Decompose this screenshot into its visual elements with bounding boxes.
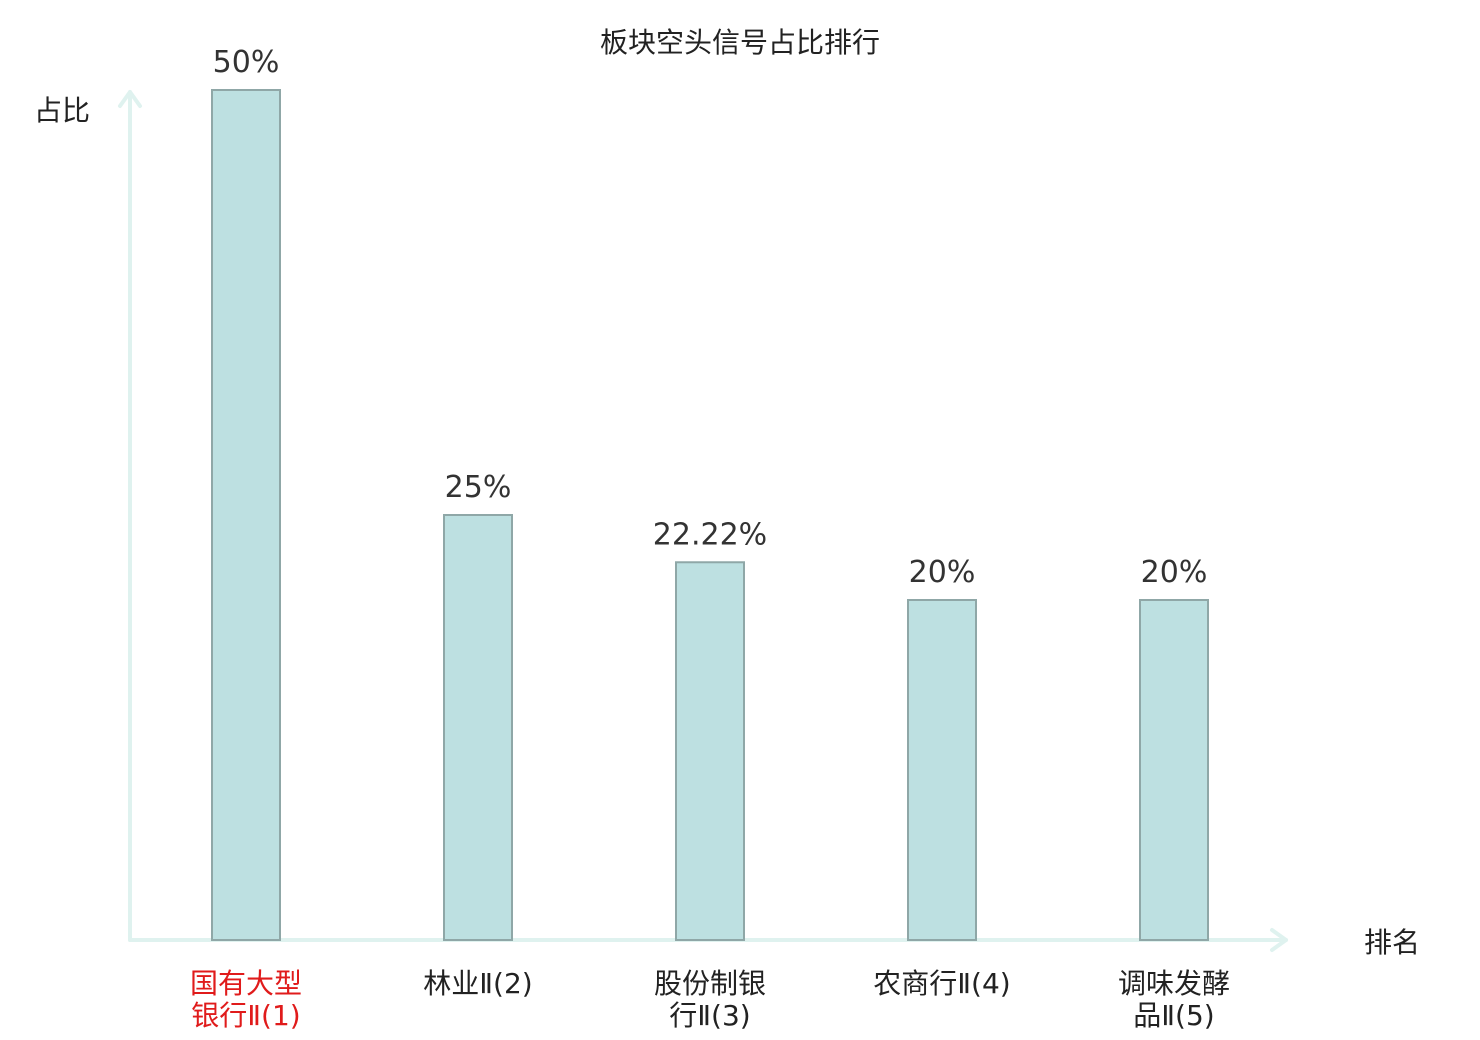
bar-4: [907, 599, 977, 941]
value-label-2: 25%: [445, 470, 512, 505]
value-label-3: 22.22%: [653, 517, 767, 552]
bar-2: [443, 514, 513, 941]
bar-1: [211, 89, 281, 941]
bar-3: [675, 561, 745, 941]
category-label-1: 国有大型银行Ⅱ(1): [190, 967, 302, 1032]
value-label-5: 20%: [1141, 555, 1208, 590]
bar-5: [1139, 599, 1209, 941]
category-label-3: 股份制银行Ⅱ(3): [654, 967, 766, 1032]
chart-title: 板块空头信号占比排行: [600, 26, 880, 59]
x-axis-arrow-icon: [1270, 928, 1288, 952]
y-axis-label: 占比: [34, 94, 90, 127]
value-label-1: 50%: [213, 45, 280, 80]
category-label-2: 林业Ⅱ(2): [423, 967, 532, 1000]
category-label-4: 农商行Ⅱ(4): [873, 967, 1010, 1000]
bar-series: 50% 国有大型银行Ⅱ(1) 25% 林业Ⅱ(2) 22.22% 股份制银行Ⅱ(3) 20%…: [190, 45, 1230, 1032]
x-axis-label: 排名: [1364, 926, 1420, 959]
value-label-4: 20%: [909, 555, 976, 590]
y-axis-arrow-icon: [118, 90, 142, 108]
category-label-5: 调味发酵品Ⅱ(5): [1118, 967, 1230, 1032]
